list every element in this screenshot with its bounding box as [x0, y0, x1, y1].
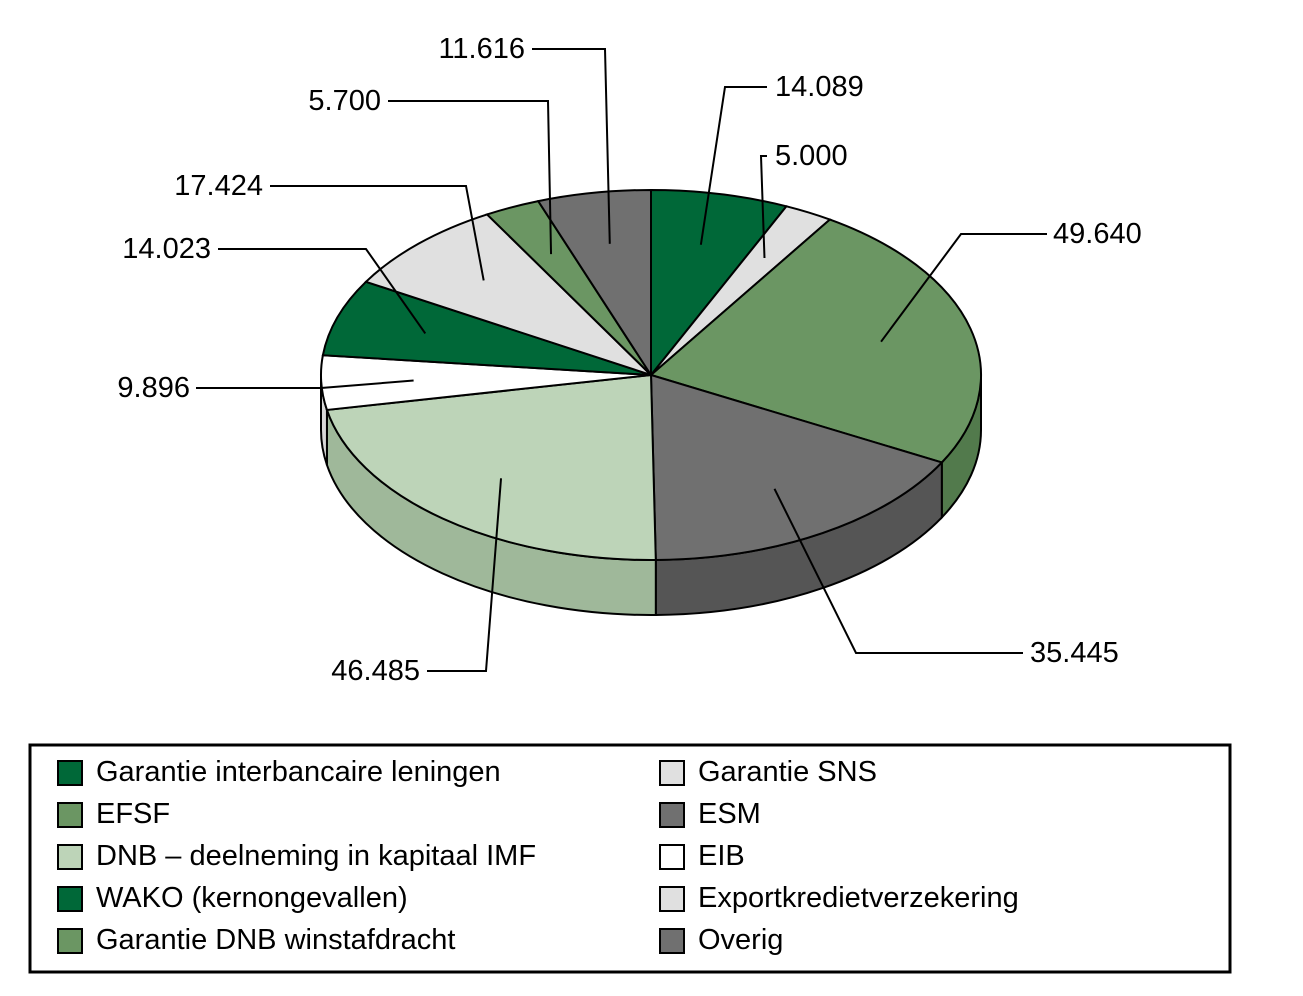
slice-value-label: 17.424 — [174, 170, 263, 202]
slice-value-label: 14.089 — [775, 71, 864, 103]
slice-value-label: 46.485 — [331, 655, 420, 687]
legend-label: Garantie DNB winstafdracht — [96, 924, 455, 956]
pie-top — [321, 190, 981, 560]
legend-label: Garantie interbancaire leningen — [96, 756, 501, 788]
legend-swatch — [660, 845, 684, 869]
slice-value-label: 9.896 — [117, 372, 190, 404]
legend-label: Exportkredietverzekering — [698, 882, 1019, 914]
legend-swatch — [58, 929, 82, 953]
legend-swatch — [660, 887, 684, 911]
legend-swatch — [660, 761, 684, 785]
slice-value-label: 14.023 — [122, 233, 211, 265]
legend-swatch — [660, 803, 684, 827]
legend-label: EFSF — [96, 798, 170, 830]
legend-label: DNB – deelneming in kapitaal IMF — [96, 840, 536, 872]
pie-chart-svg: 14.089 5.000 49.640 35.445 46.485 9.896 14.023… — [0, 0, 1303, 996]
slice-value-label: 11.616 — [438, 33, 525, 65]
legend-swatch — [58, 761, 82, 785]
legend-swatch — [58, 845, 82, 869]
legend-label: WAKO (kernongevallen) — [96, 882, 408, 914]
legend-swatch — [660, 929, 684, 953]
slice-value-label: 5.700 — [308, 85, 381, 117]
legend: Garantie interbancaire leningen Garantie … — [30, 745, 1230, 972]
slice-value-label: 35.445 — [1030, 637, 1119, 669]
slice-value-label: 49.640 — [1053, 218, 1142, 250]
legend-swatch — [58, 803, 82, 827]
slice-value-label: 5.000 — [775, 140, 848, 172]
legend-swatch — [58, 887, 82, 911]
legend-label: Overig — [698, 924, 783, 956]
legend-label: Garantie SNS — [698, 756, 877, 788]
chart-container: 14.089 5.000 49.640 35.445 46.485 9.896 14.023… — [0, 0, 1303, 996]
legend-label: EIB — [698, 840, 745, 872]
legend-label: ESM — [698, 798, 761, 830]
